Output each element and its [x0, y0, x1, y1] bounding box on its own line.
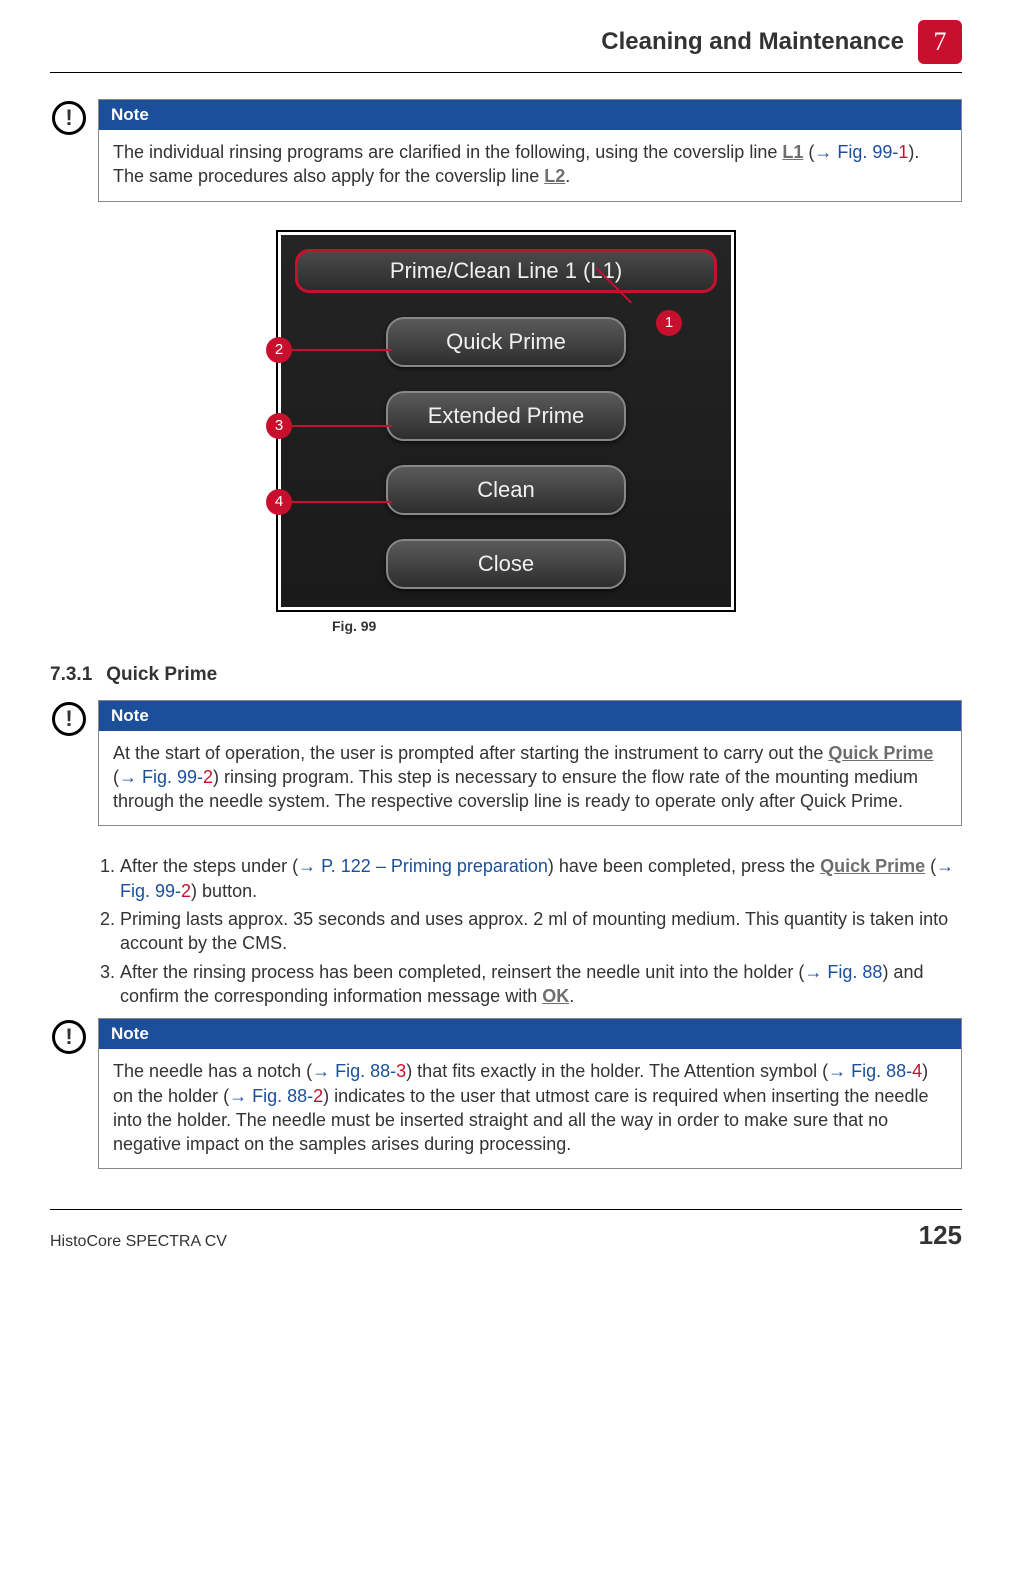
exclamation-icon: !	[52, 1020, 86, 1054]
ref-quick-prime-2: Quick Prime	[820, 856, 925, 876]
ref-l2: L2	[544, 166, 565, 186]
callout-line-2	[292, 349, 392, 351]
xref-fig99-2[interactable]: → Fig. 99	[119, 767, 197, 787]
note1-post: The same procedures also apply for the c…	[113, 166, 544, 186]
step-2: Priming lasts approx. 35 seconds and use…	[120, 907, 962, 956]
ref-ok: OK	[542, 986, 569, 1006]
footer-product: HistoCore SPECTRA CV	[50, 1233, 227, 1251]
page-footer: HistoCore SPECTRA CV 125	[50, 1209, 962, 1251]
n3-n1: 3	[396, 1061, 406, 1081]
exclamation-icon: !	[52, 101, 86, 135]
xref-fig88-4[interactable]: → Fig. 88	[828, 1061, 906, 1081]
callout-line-3	[292, 425, 392, 427]
note-block-3: ! Note The needle has a notch (→ Fig. 88…	[50, 1018, 962, 1169]
callout-line-4	[292, 501, 392, 503]
device-panel: Prime/Clean Line 1 (L1) Quick Prime Exte…	[276, 230, 736, 612]
n2-t1: At the start of operation, the user is p…	[113, 743, 828, 763]
step-1: After the steps under (→ P. 122 – Primin…	[120, 854, 962, 903]
n3-t2: ) that fits exactly in the holder. The A…	[406, 1061, 828, 1081]
panel-title: Prime/Clean Line 1 (L1)	[295, 249, 717, 293]
callout-2: 2	[266, 337, 292, 363]
note1-pre: The individual rinsing programs are clar…	[113, 142, 782, 162]
figure-99: 1 2 3 4 Prime/Clean Line 1 (L1) Quick Pr…	[50, 230, 962, 634]
page-header: Cleaning and Maintenance 7	[50, 20, 962, 73]
note-icon: !	[50, 1018, 88, 1169]
section-title: Quick Prime	[106, 664, 217, 685]
close-button[interactable]: Close	[386, 539, 626, 589]
n2-t3: ) rinsing program. This step is necessar…	[113, 767, 918, 811]
callout-1: 1	[656, 310, 682, 336]
note1-refnum: 1	[898, 142, 908, 162]
steps-list: After the steps under (→ P. 122 – Primin…	[50, 854, 962, 1008]
s3a: After the rinsing process has been compl…	[120, 962, 804, 982]
ref-l1: L1	[782, 142, 803, 162]
quick-prime-button[interactable]: Quick Prime	[386, 317, 626, 367]
s1c: (	[925, 856, 936, 876]
xref-fig99[interactable]: → Fig. 99	[814, 142, 892, 162]
note-icon: !	[50, 99, 88, 202]
callout-4: 4	[266, 489, 292, 515]
callout-3: 3	[266, 413, 292, 439]
xref-p122[interactable]: → P. 122 – Priming preparation	[298, 856, 548, 876]
xref-fig88[interactable]: → Fig. 88	[804, 962, 882, 982]
s1d: ) button.	[191, 881, 257, 901]
extended-prime-button[interactable]: Extended Prime	[386, 391, 626, 441]
step-3: After the rinsing process has been compl…	[120, 960, 962, 1009]
note1-period: .	[565, 166, 570, 186]
exclamation-icon: !	[52, 702, 86, 736]
note-body-1: The individual rinsing programs are clar…	[99, 130, 961, 201]
note-block-2: ! Note At the start of operation, the us…	[50, 700, 962, 827]
note-block-1: ! Note The individual rinsing programs a…	[50, 99, 962, 202]
note-body-3: The needle has a notch (→ Fig. 88-3) tha…	[99, 1049, 961, 1168]
header-title: Cleaning and Maintenance	[601, 28, 904, 56]
s1b: ) have been completed, press the	[548, 856, 820, 876]
figure-caption: Fig. 99	[328, 612, 376, 634]
note-icon: !	[50, 700, 88, 827]
footer-page-number: 125	[919, 1220, 962, 1251]
s1a: After the steps under (	[120, 856, 298, 876]
xref-fig88-3[interactable]: → Fig. 88	[312, 1061, 390, 1081]
note-label: Note	[99, 701, 961, 731]
s1num: 2	[181, 881, 191, 901]
chapter-badge: 7	[918, 20, 962, 64]
note1-close: ).	[908, 142, 919, 162]
s3c: .	[569, 986, 574, 1006]
note1-open: (	[803, 142, 814, 162]
xref-fig88-2[interactable]: → Fig. 88	[229, 1086, 307, 1106]
n3-n3: 2	[313, 1086, 323, 1106]
note-label: Note	[99, 1019, 961, 1049]
n3-n2: 4	[912, 1061, 922, 1081]
ref-quick-prime: Quick Prime	[828, 743, 933, 763]
note-body-2: At the start of operation, the user is p…	[99, 731, 961, 826]
note-label: Note	[99, 100, 961, 130]
section-number: 7.3.1	[50, 664, 92, 685]
section-heading: 7.3.1 Quick Prime	[50, 664, 962, 686]
clean-button[interactable]: Clean	[386, 465, 626, 515]
n2-refnum: 2	[203, 767, 213, 787]
n3-t1: The needle has a notch (	[113, 1061, 312, 1081]
